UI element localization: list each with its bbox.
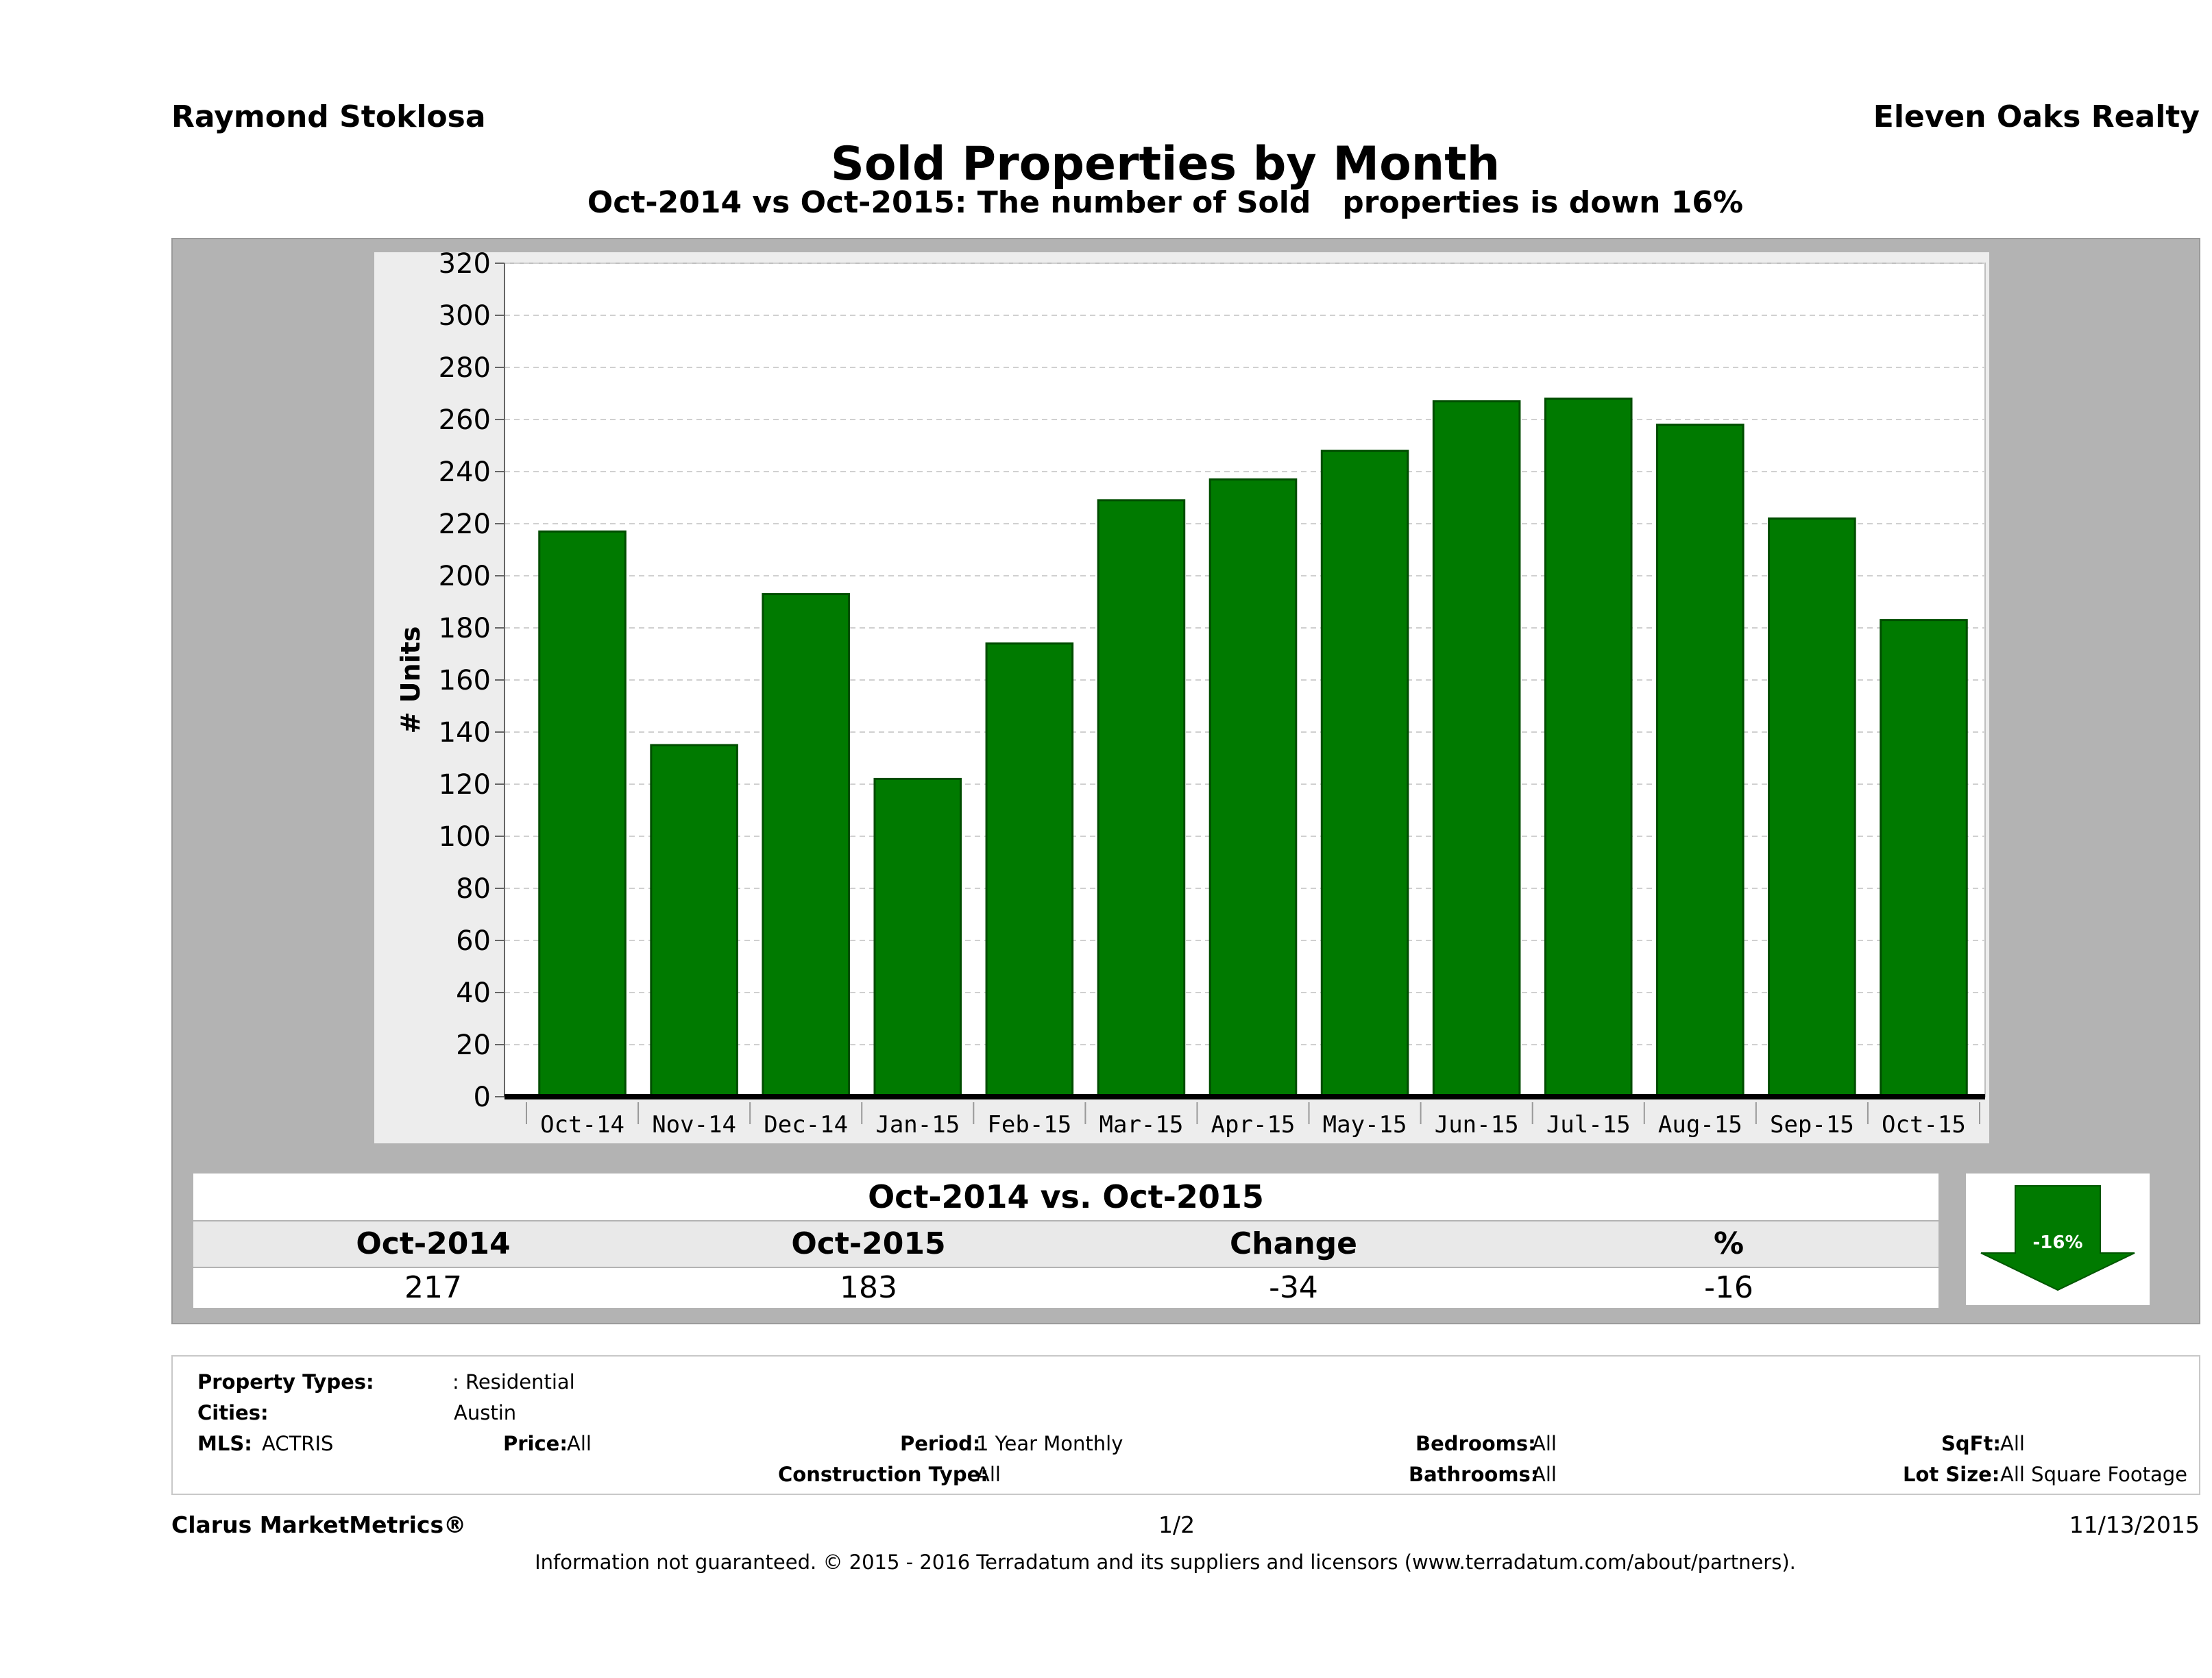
- bar-aug-15: [1656, 424, 1745, 1098]
- criteria-box: Property Types: : Residential Cities: Au…: [171, 1355, 2200, 1495]
- x-tick-label: May-15: [1323, 1111, 1407, 1139]
- report-date: 11/13/2015: [2069, 1511, 2200, 1538]
- property-types-label: Property Types:: [197, 1370, 374, 1394]
- x-tick-label: Aug-15: [1658, 1111, 1742, 1139]
- bar-jan-15: [873, 777, 962, 1098]
- summary-value-oct2014: 217: [404, 1270, 462, 1305]
- lot-size-value: All Square Footage: [2000, 1463, 2188, 1486]
- y-tick-label: 40: [456, 977, 491, 1009]
- construction-type-value: All: [976, 1463, 1001, 1486]
- y-tick-label: 300: [439, 300, 491, 332]
- x-tick-label: Nov-14: [652, 1111, 736, 1139]
- chart-title: Sold Properties by Month: [830, 137, 1500, 191]
- sqft-value: All: [2000, 1432, 2025, 1455]
- bar-sep-15: [1768, 517, 1856, 1098]
- period-label: Period:: [900, 1432, 981, 1455]
- agent-name: Raymond Stoklosa: [171, 99, 486, 134]
- mls-label: MLS:: [197, 1432, 252, 1455]
- chart-subtitle: Oct-2014 vs Oct-2015: The number of Sold…: [587, 185, 1744, 220]
- bedrooms-label: Bedrooms:: [1415, 1432, 1536, 1455]
- summary-header-row: Oct-2014 Oct-2015 Change %: [193, 1221, 1938, 1267]
- y-tick-label: 220: [439, 509, 491, 540]
- y-tick-label: 200: [439, 561, 491, 592]
- bedrooms-value: All: [1532, 1432, 1557, 1455]
- summary-values-row: 217 183 -34 -16: [193, 1268, 1938, 1308]
- bar-may-15: [1320, 450, 1409, 1098]
- y-tick-label: 0: [474, 1082, 491, 1113]
- y-tick-label: 260: [439, 404, 491, 436]
- bar-oct-14: [538, 530, 627, 1098]
- bar-dec-14: [762, 593, 850, 1098]
- summary-header-change: Change: [1230, 1226, 1357, 1261]
- bar-feb-15: [985, 642, 1074, 1098]
- summary-title: Oct-2014 vs. Oct-2015: [193, 1174, 1938, 1220]
- y-axis-label: # Units: [396, 627, 426, 734]
- disclaimer: Information not guaranteed. © 2015 - 201…: [535, 1551, 1796, 1574]
- y-tick-label: 100: [439, 821, 491, 853]
- bar-oct-15: [1880, 619, 1968, 1098]
- summary-value-oct2015: 183: [840, 1270, 897, 1305]
- summary-header-oct2015: Oct-2015: [791, 1226, 946, 1261]
- bathrooms-label: Bathrooms:: [1409, 1463, 1539, 1486]
- x-tick-label: Oct-14: [540, 1111, 624, 1139]
- x-tick-label: Jun-15: [1435, 1111, 1519, 1139]
- bathrooms-value: All: [1532, 1463, 1557, 1486]
- summary-value-percent: -16: [1704, 1270, 1753, 1305]
- mls-value: ACTRIS: [262, 1432, 334, 1455]
- construction-type-label: Construction Type:: [778, 1463, 988, 1486]
- bar-nov-14: [650, 744, 738, 1098]
- cities-value: Austin: [454, 1401, 517, 1424]
- x-tick-label: Apr-15: [1211, 1111, 1296, 1139]
- price-value: All: [567, 1432, 592, 1455]
- bar-jul-15: [1544, 398, 1633, 1098]
- property-types-value: : Residential: [452, 1370, 575, 1394]
- bar-mar-15: [1097, 499, 1186, 1098]
- summary-header-oct2014: Oct-2014: [356, 1226, 511, 1261]
- price-label: Price:: [503, 1432, 568, 1455]
- y-tick-label: 140: [439, 717, 491, 749]
- y-tick-label: 120: [439, 769, 491, 801]
- y-tick-label: 60: [456, 925, 491, 957]
- x-tick-label: Jan-15: [875, 1111, 960, 1139]
- summary-header-percent: %: [1713, 1226, 1745, 1261]
- x-tick-label: Oct-15: [1882, 1111, 1966, 1139]
- y-tick-label: 180: [439, 613, 491, 644]
- x-tick-label: Jul-15: [1546, 1111, 1631, 1139]
- x-tick-label: Dec-14: [764, 1111, 848, 1139]
- y-tick-label: 320: [439, 252, 491, 280]
- company-name: Eleven Oaks Realty: [1873, 99, 2200, 134]
- page-number: 1/2: [1158, 1511, 1195, 1538]
- y-tick-label: 20: [456, 1030, 491, 1061]
- y-tick-label: 280: [439, 352, 491, 384]
- y-tick-label: 80: [456, 873, 491, 905]
- bar-jun-15: [1432, 400, 1521, 1098]
- sqft-label: SqFt:: [1941, 1432, 2001, 1455]
- bar-chart: 0 20 40 60 80 100 120 140 160 180 200 220 240 260 280 3…: [396, 252, 1986, 1139]
- x-tick-label: Mar-15: [1099, 1111, 1184, 1139]
- x-tick-label: Feb-15: [987, 1111, 1071, 1139]
- period-value: 1 Year Monthly: [976, 1432, 1123, 1455]
- summary-value-change: -34: [1269, 1270, 1318, 1305]
- y-tick-label: 240: [439, 457, 491, 488]
- change-indicator: -16%: [1966, 1174, 2150, 1305]
- bar-apr-15: [1208, 478, 1298, 1098]
- lot-size-label: Lot Size:: [1903, 1463, 2000, 1486]
- x-tick-label: Sep-15: [1770, 1111, 1854, 1139]
- cities-label: Cities:: [197, 1401, 269, 1424]
- brand-label: Clarus MarketMetrics®: [171, 1511, 467, 1538]
- y-tick-label: 160: [439, 665, 491, 696]
- down-arrow-icon: -16%: [1980, 1185, 2135, 1291]
- change-indicator-label: -16%: [2032, 1232, 2082, 1253]
